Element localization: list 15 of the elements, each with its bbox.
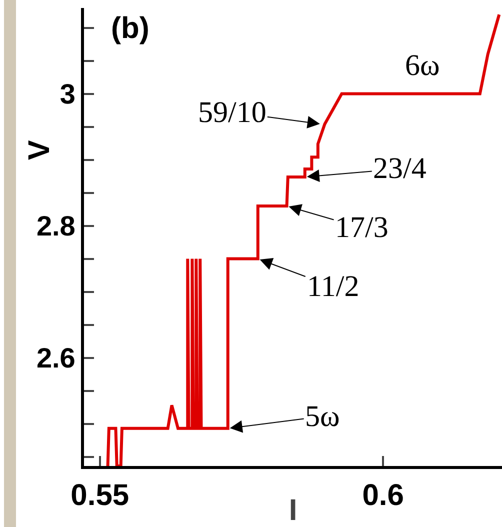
- y-tick-label: 2.8: [36, 210, 76, 242]
- annotation: 23/4: [373, 152, 426, 185]
- annotation: 59/10: [198, 96, 266, 129]
- x-tick-label: 0.6: [362, 479, 404, 512]
- annotation: 6ω: [405, 49, 440, 82]
- y-tick-label: 2.6: [36, 342, 76, 374]
- x-axis-title: I: [288, 494, 298, 527]
- annotation: 5ω: [305, 400, 340, 433]
- line-series: [106, 13, 501, 466]
- y-tick-label: 3: [60, 78, 76, 110]
- chart-title: (b): [111, 12, 150, 45]
- y-axis-title: V: [23, 140, 56, 160]
- annotation: 11/2: [307, 270, 360, 303]
- x-tick-label: 0.55: [70, 479, 130, 512]
- annotation: 17/3: [335, 211, 388, 244]
